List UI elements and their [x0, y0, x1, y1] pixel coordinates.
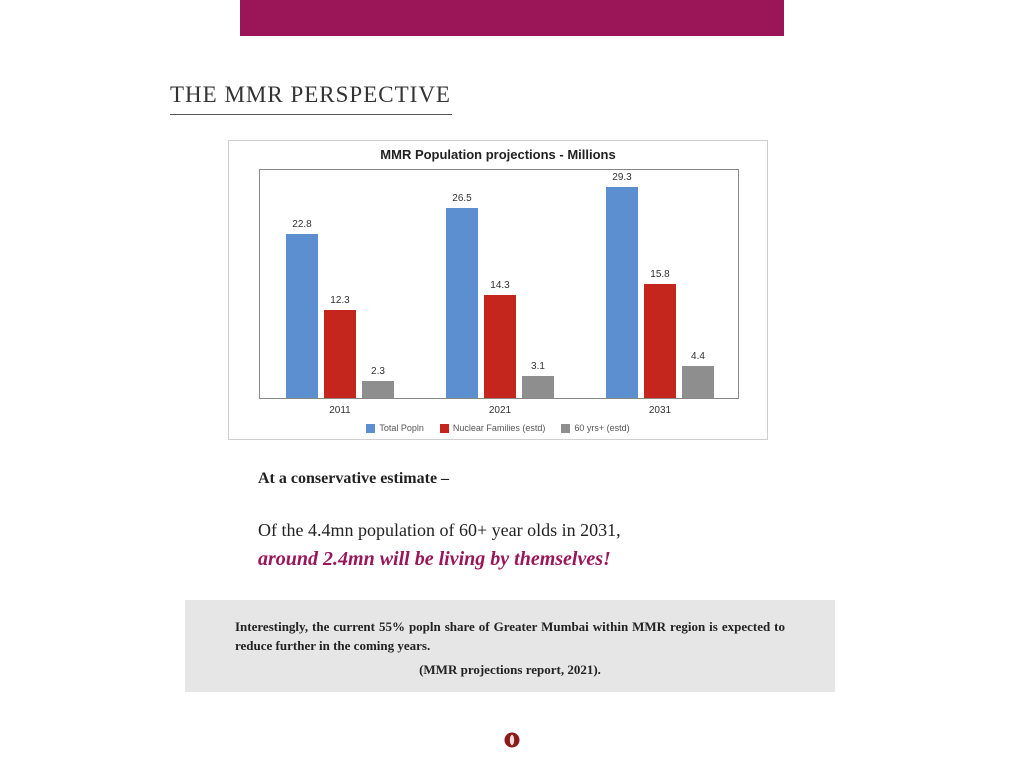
chart-title: MMR Population projections - Millions: [229, 141, 767, 166]
legend-label: Total Popln: [379, 423, 424, 433]
chart-x-label: 2031: [649, 405, 671, 416]
chart-bar-label: 2.3: [371, 366, 385, 377]
legend-label: Nuclear Families (estd): [453, 423, 546, 433]
legend-item: Total Popln: [366, 423, 424, 433]
note-citation: (MMR projections report, 2021).: [235, 662, 785, 678]
chart-bar: [606, 187, 638, 398]
body-text: Of the 4.4mn population of 60+ year olds…: [258, 520, 621, 541]
chart-bar-label: 22.8: [292, 219, 311, 230]
chart-bar: [644, 284, 676, 398]
chart-bar-label: 15.8: [650, 269, 669, 280]
chart-bar-label: 12.3: [330, 295, 349, 306]
chart-bar-label: 29.3: [612, 172, 631, 183]
legend-swatch: [366, 424, 375, 433]
chart-bar: [484, 295, 516, 398]
emphasis-text: around 2.4mn will be living by themselve…: [258, 548, 611, 571]
chart-bar: [446, 208, 478, 398]
footer-logo-icon: [504, 732, 520, 748]
note-text: Interestingly, the current 55% popln sha…: [235, 618, 785, 656]
chart-bar: [522, 376, 554, 398]
chart-bar: [682, 366, 714, 398]
page-title: THE MMR PERSPECTIVE: [170, 82, 451, 108]
chart-bar: [286, 234, 318, 398]
legend-swatch: [440, 424, 449, 433]
chart-bar-label: 14.3: [490, 280, 509, 291]
legend-label: 60 yrs+ (estd): [574, 423, 629, 433]
chart-legend: Total Popln Nuclear Families (estd) 60 yrs…: [229, 423, 767, 433]
population-chart: MMR Population projections - Millions 22…: [228, 140, 768, 440]
chart-x-label: 2021: [489, 405, 511, 416]
lead-text: At a conservative estimate –: [258, 470, 449, 488]
chart-bar-label: 4.4: [691, 351, 705, 362]
legend-swatch: [561, 424, 570, 433]
chart-bar-label: 3.1: [531, 361, 545, 372]
legend-item: Nuclear Families (estd): [440, 423, 546, 433]
chart-bar: [362, 381, 394, 398]
chart-plot-area: 22.812.32.3201126.514.33.1202129.315.84.…: [259, 169, 739, 399]
chart-bar: [324, 310, 356, 398]
legend-item: 60 yrs+ (estd): [561, 423, 629, 433]
note-box: Interestingly, the current 55% popln sha…: [185, 600, 835, 692]
chart-bar-label: 26.5: [452, 193, 471, 204]
chart-x-label: 2011: [329, 405, 351, 416]
brand-band: [240, 0, 784, 36]
title-underline: [170, 114, 452, 115]
